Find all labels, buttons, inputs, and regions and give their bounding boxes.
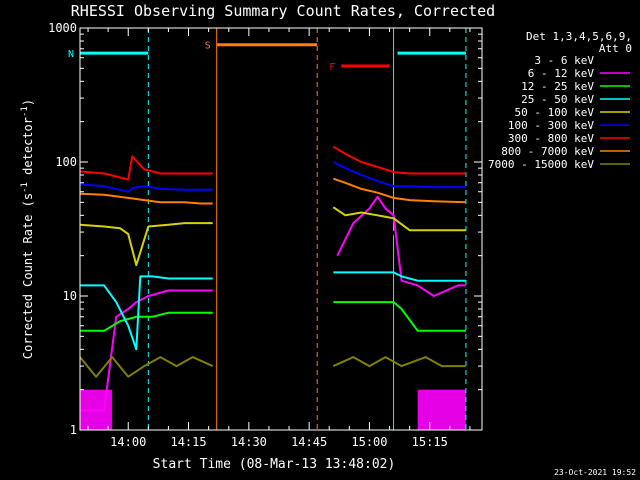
x-tick-label-4: 15:00 bbox=[351, 435, 387, 449]
bottom-fill-1 bbox=[417, 389, 466, 430]
series-8-segment-1 bbox=[332, 356, 466, 368]
series-5-segment-1 bbox=[332, 161, 466, 189]
flag-label-1: S bbox=[205, 41, 211, 52]
x-tick-label-5: 15:15 bbox=[412, 435, 448, 449]
y-axis-label-end: ) bbox=[21, 99, 35, 106]
series-6-segment-0 bbox=[79, 155, 213, 181]
legend-label-1: 6 - 12 keV bbox=[528, 67, 595, 80]
legend-label-0: 3 - 6 keV bbox=[534, 54, 594, 67]
x-tick-label-3: 14:45 bbox=[291, 435, 327, 449]
series-0-segment-1 bbox=[336, 231, 403, 286]
series-1-segment-0 bbox=[80, 289, 213, 412]
x-axis-label: Start Time (08-Mar-13 13:48:02) bbox=[153, 457, 396, 472]
legend-label-4: 50 - 100 keV bbox=[515, 106, 595, 119]
series-4-segment-1 bbox=[332, 206, 466, 232]
series-3-segment-0 bbox=[80, 275, 213, 351]
x-tick-label-0: 14:00 bbox=[110, 435, 146, 449]
legend-label-6: 300 - 800 keV bbox=[508, 132, 594, 145]
legend-label-3: 25 - 50 keV bbox=[521, 93, 594, 106]
series-7-segment-0 bbox=[79, 192, 213, 205]
y-axis-label-sup2: -1 bbox=[20, 106, 30, 117]
y-tick-label-0: 1 bbox=[70, 423, 77, 437]
series-6-segment-1 bbox=[332, 145, 466, 175]
y-tick-label-2: 100 bbox=[55, 155, 77, 169]
generated-timestamp: 23-Oct-2021 19:52 bbox=[554, 468, 636, 477]
legend-label-5: 100 - 300 keV bbox=[508, 119, 594, 132]
flag-label-2: F bbox=[329, 62, 335, 73]
plot-frame bbox=[79, 27, 483, 431]
series-7-segment-1 bbox=[332, 177, 466, 204]
x-axis: 14:00 14:15 14:30 14:45 15:00 15:15 bbox=[87, 28, 471, 449]
y-axis: 1 10 100 1000 bbox=[48, 21, 482, 437]
legend-label-8: 7000 - 15000 keV bbox=[488, 158, 594, 171]
y-axis-label-sup1: -1 bbox=[20, 182, 30, 193]
plot-area: N S F bbox=[68, 28, 467, 430]
series-2-segment-0 bbox=[80, 311, 213, 332]
legend-header-2: Att 0 bbox=[599, 42, 632, 55]
flag-label-0: N bbox=[68, 49, 74, 60]
chart-title: RHESSI Observing Summary Count Rates, Co… bbox=[71, 2, 495, 20]
series-5-segment-0 bbox=[79, 183, 213, 193]
series-2-segment-1 bbox=[333, 301, 466, 332]
legend-label-7: 800 - 7000 keV bbox=[501, 145, 594, 158]
y-tick-label-3: 1000 bbox=[48, 21, 77, 35]
series-8-segment-0 bbox=[79, 356, 214, 378]
legend-header-1: Det 1,3,4,5,6,9, bbox=[526, 30, 632, 43]
legend-label-2: 12 - 25 keV bbox=[521, 80, 594, 93]
series-4-segment-0 bbox=[79, 222, 213, 267]
y-axis-label-main: Corrected Count Rate (s bbox=[21, 193, 35, 359]
x-tick-label-2: 14:30 bbox=[231, 435, 267, 449]
y-axis-label-mid: detector bbox=[21, 117, 35, 182]
series-3-segment-1 bbox=[333, 271, 466, 282]
x-tick-label-1: 14:15 bbox=[170, 435, 206, 449]
y-axis-label: Corrected Count Rate (s-1 detector-1) bbox=[20, 99, 35, 359]
y-tick-label-1: 10 bbox=[63, 289, 77, 303]
